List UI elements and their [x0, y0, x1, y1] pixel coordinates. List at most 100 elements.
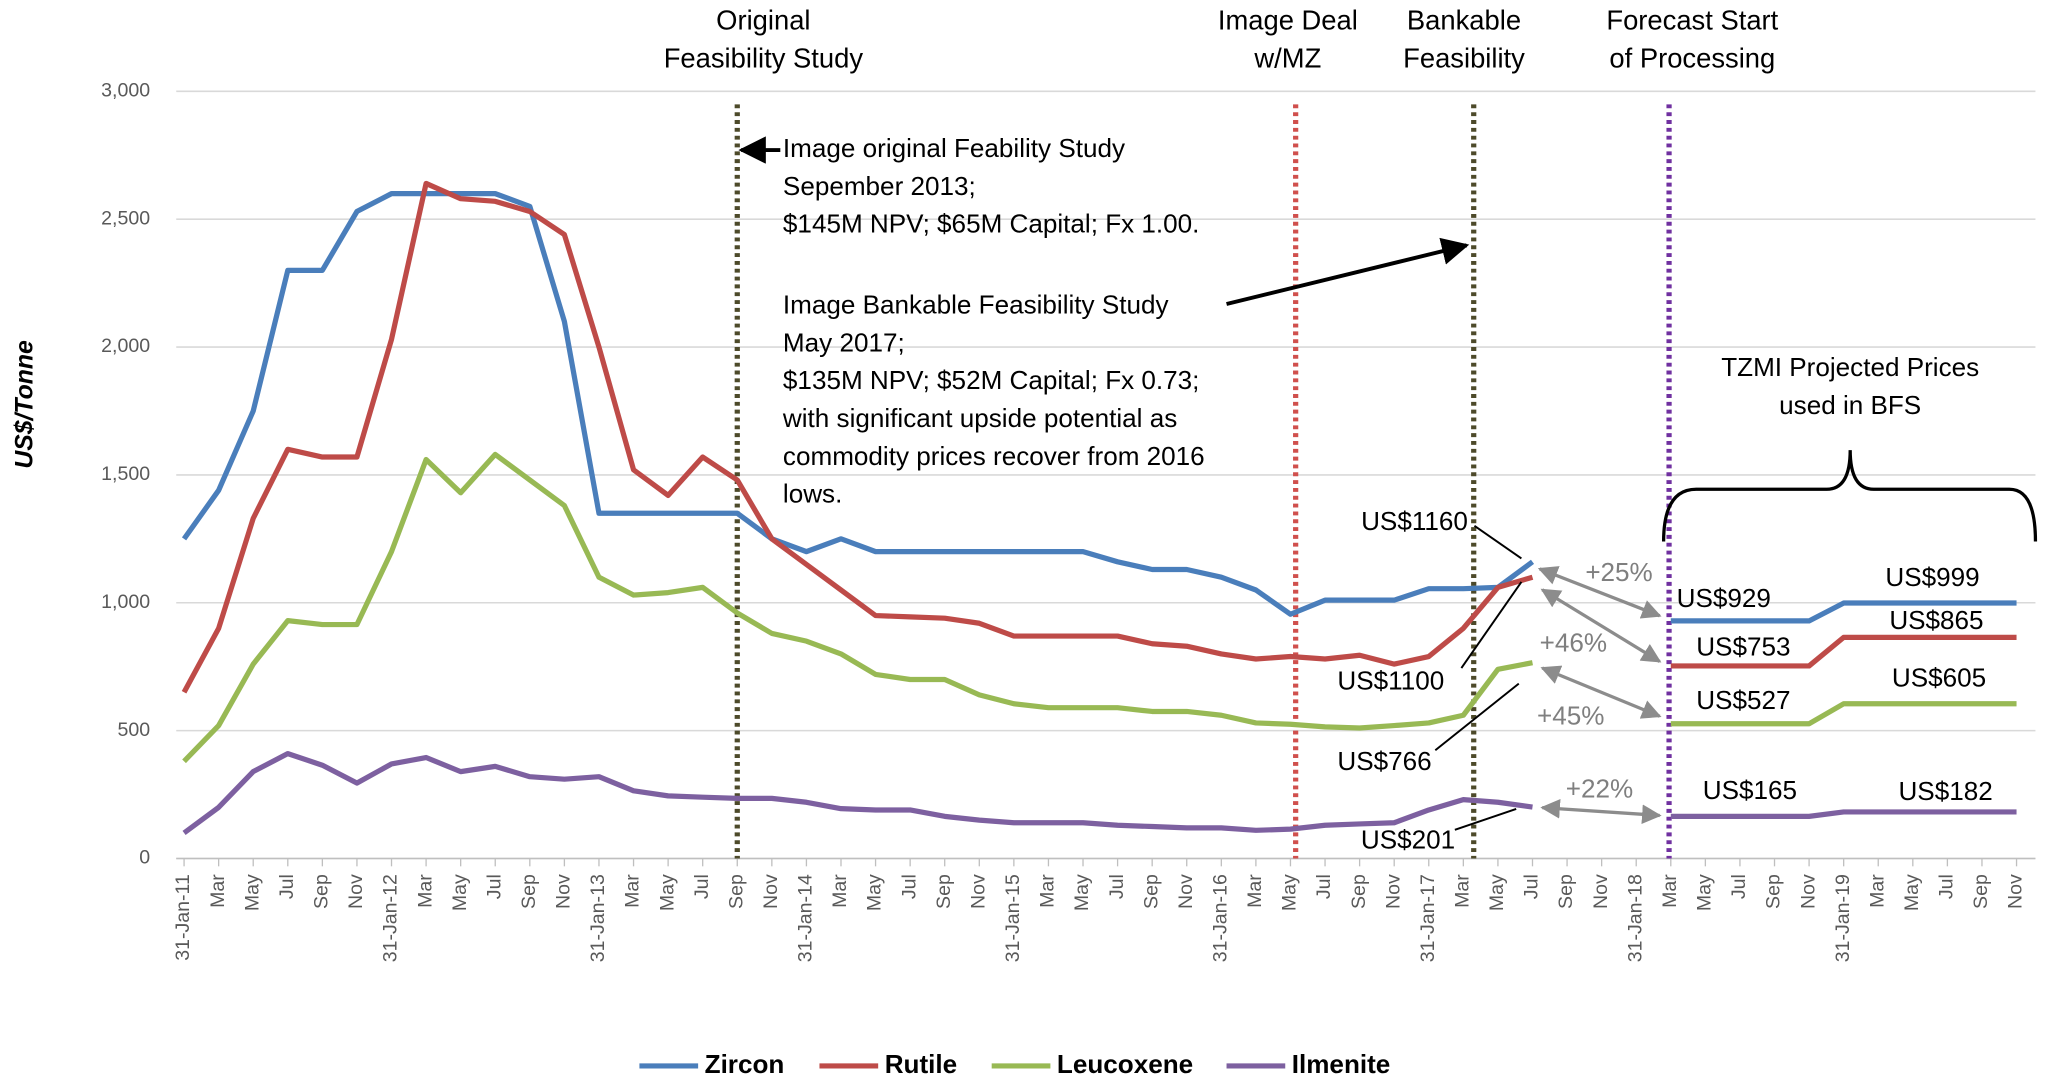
arrow [1540, 588, 1662, 663]
x-tick-label: Mar [622, 874, 644, 908]
x-tick-label: May [1279, 874, 1301, 911]
annotation: +46% [1540, 627, 1607, 657]
annotation: used in BFS [1779, 390, 1921, 420]
x-tick-label: Jul [483, 874, 505, 899]
x-tick-label: Nov [1590, 874, 1612, 909]
x-tick-label: Jul [1106, 874, 1128, 899]
y-axis-label: US$/Tonne [12, 340, 39, 469]
x-tick-label: May [1901, 874, 1923, 911]
annotation: Feasibility Study [664, 42, 864, 73]
x-tick-label: Sep [1763, 874, 1785, 909]
annotation: Image Bankable Feasibility Study [783, 289, 1169, 319]
annotation: Bankable [1407, 4, 1521, 35]
annotation: +25% [1585, 557, 1652, 587]
annotation: Image original Feability Study [783, 133, 1125, 163]
x-tick-label: Nov [1175, 874, 1197, 909]
y-tick-label: 0 [139, 847, 150, 869]
annotation: lows. [783, 479, 842, 509]
annotation: US$201 [1361, 824, 1455, 854]
x-tick-label: Mar [1659, 874, 1681, 908]
annotation: US$605 [1892, 663, 1986, 693]
x-tick-label: Nov [1797, 874, 1819, 909]
y-tick-label: 2,500 [101, 207, 150, 229]
x-tick-label: Jul [1521, 874, 1543, 899]
annotation: US$527 [1696, 685, 1790, 715]
x-tick-label: Jul [276, 874, 298, 899]
x-tick-label: May [656, 874, 678, 911]
annotation: commodity prices recover from 2016 [783, 441, 1205, 471]
x-tick-label: Sep [1348, 874, 1370, 909]
x-tick-label: Sep [1555, 874, 1577, 909]
x-tick-label: Jul [1728, 874, 1750, 899]
x-tick-label: 31-Jan-19 [1832, 874, 1854, 962]
series-line [181, 180, 2017, 694]
x-tick-label: Mar [1244, 874, 1266, 908]
x-tick-label: Nov [1382, 874, 1404, 909]
annotation: Image Deal [1218, 4, 1358, 35]
annotation: Sepember 2013; [783, 171, 976, 201]
annotation: TZMI Projected Prices [1721, 352, 1979, 382]
x-tick-label: Jul [898, 874, 920, 899]
annotation: of Processing [1609, 42, 1775, 73]
x-tick-label: May [864, 874, 886, 911]
x-tick-label: 31-Jan-17 [1417, 874, 1439, 962]
annotation: US$165 [1703, 775, 1797, 805]
legend-label: Leucoxene [1057, 1049, 1193, 1079]
annotation: +45% [1537, 700, 1604, 730]
x-tick-label: 31-Jan-12 [380, 874, 402, 962]
x-tick-label: May [1071, 874, 1093, 911]
leader-line [1473, 524, 1522, 560]
annotation: US$182 [1898, 776, 1992, 806]
x-tick-label: Nov [2005, 874, 2027, 909]
annotation: US$929 [1677, 583, 1771, 613]
x-tick-label: Sep [933, 874, 955, 909]
x-tick-label: Sep [311, 874, 333, 909]
y-tick-label: 1,000 [101, 591, 150, 613]
x-tick-label: Nov [967, 874, 989, 909]
leader-line [1460, 581, 1523, 669]
annotation: US$766 [1337, 746, 1431, 776]
brace [1661, 450, 2038, 542]
annotations: Original Feasibility Study Image Deal w/MZ B… [664, 4, 1993, 854]
x-tick-label: May [241, 874, 263, 911]
legend-label: Ilmenite [1292, 1049, 1391, 1079]
grid: 0 500 1,000 1,500 2,000 2,500 3,000 31-Jan-11 Ma… [101, 80, 2036, 962]
x-tick-label: Sep [1970, 874, 1992, 909]
annotation: with significant upside potential as [782, 403, 1177, 433]
x-tick-label: Mar [1866, 874, 1888, 908]
annotation: May 2017; [783, 327, 905, 357]
x-tick-label: Sep [1140, 874, 1162, 909]
y-tick-label: 3,000 [101, 80, 150, 102]
x-tick-label: 31-Jan-11 [172, 874, 194, 961]
x-tick-label: Mar [414, 874, 436, 908]
leader-line [1434, 682, 1520, 751]
annotation: US$1100 [1337, 665, 1444, 695]
x-tick-label: Nov [760, 874, 782, 909]
annotation: US$1160 [1361, 506, 1468, 536]
annotation: US$865 [1889, 605, 1983, 635]
annotation: w/MZ [1253, 42, 1321, 73]
x-tick-label: 31-Jan-18 [1624, 874, 1646, 962]
x-tick-label: May [449, 874, 471, 911]
annotation: $135M NPV; $52M Capital; Fx 0.73; [783, 365, 1200, 395]
x-tick-label: Sep [518, 874, 540, 909]
x-tick-label: 31-Jan-13 [587, 874, 609, 962]
series-line [182, 750, 2017, 836]
legend-label: Rutile [885, 1049, 957, 1079]
annotation: Original [716, 4, 810, 35]
arrows [738, 136, 2038, 831]
arrow [1540, 665, 1662, 719]
x-tick-label: 31-Jan-16 [1209, 874, 1231, 962]
y-tick-label: 2,000 [101, 335, 150, 357]
legend: Zircon Rutile Leucoxene Ilmenite [639, 1049, 1390, 1079]
x-tick-label: Sep [725, 874, 747, 909]
x-tick-label: Mar [207, 874, 229, 908]
annotation: US$999 [1885, 562, 1979, 592]
annotation: US$753 [1696, 631, 1790, 661]
annotation: $145M NPV; $65M Capital; Fx 1.00. [783, 209, 1200, 239]
leader-line [1454, 807, 1517, 831]
x-tick-label: Jul [1313, 874, 1335, 899]
annotation: +22% [1566, 774, 1633, 804]
x-tick-label: Jul [1936, 874, 1958, 899]
